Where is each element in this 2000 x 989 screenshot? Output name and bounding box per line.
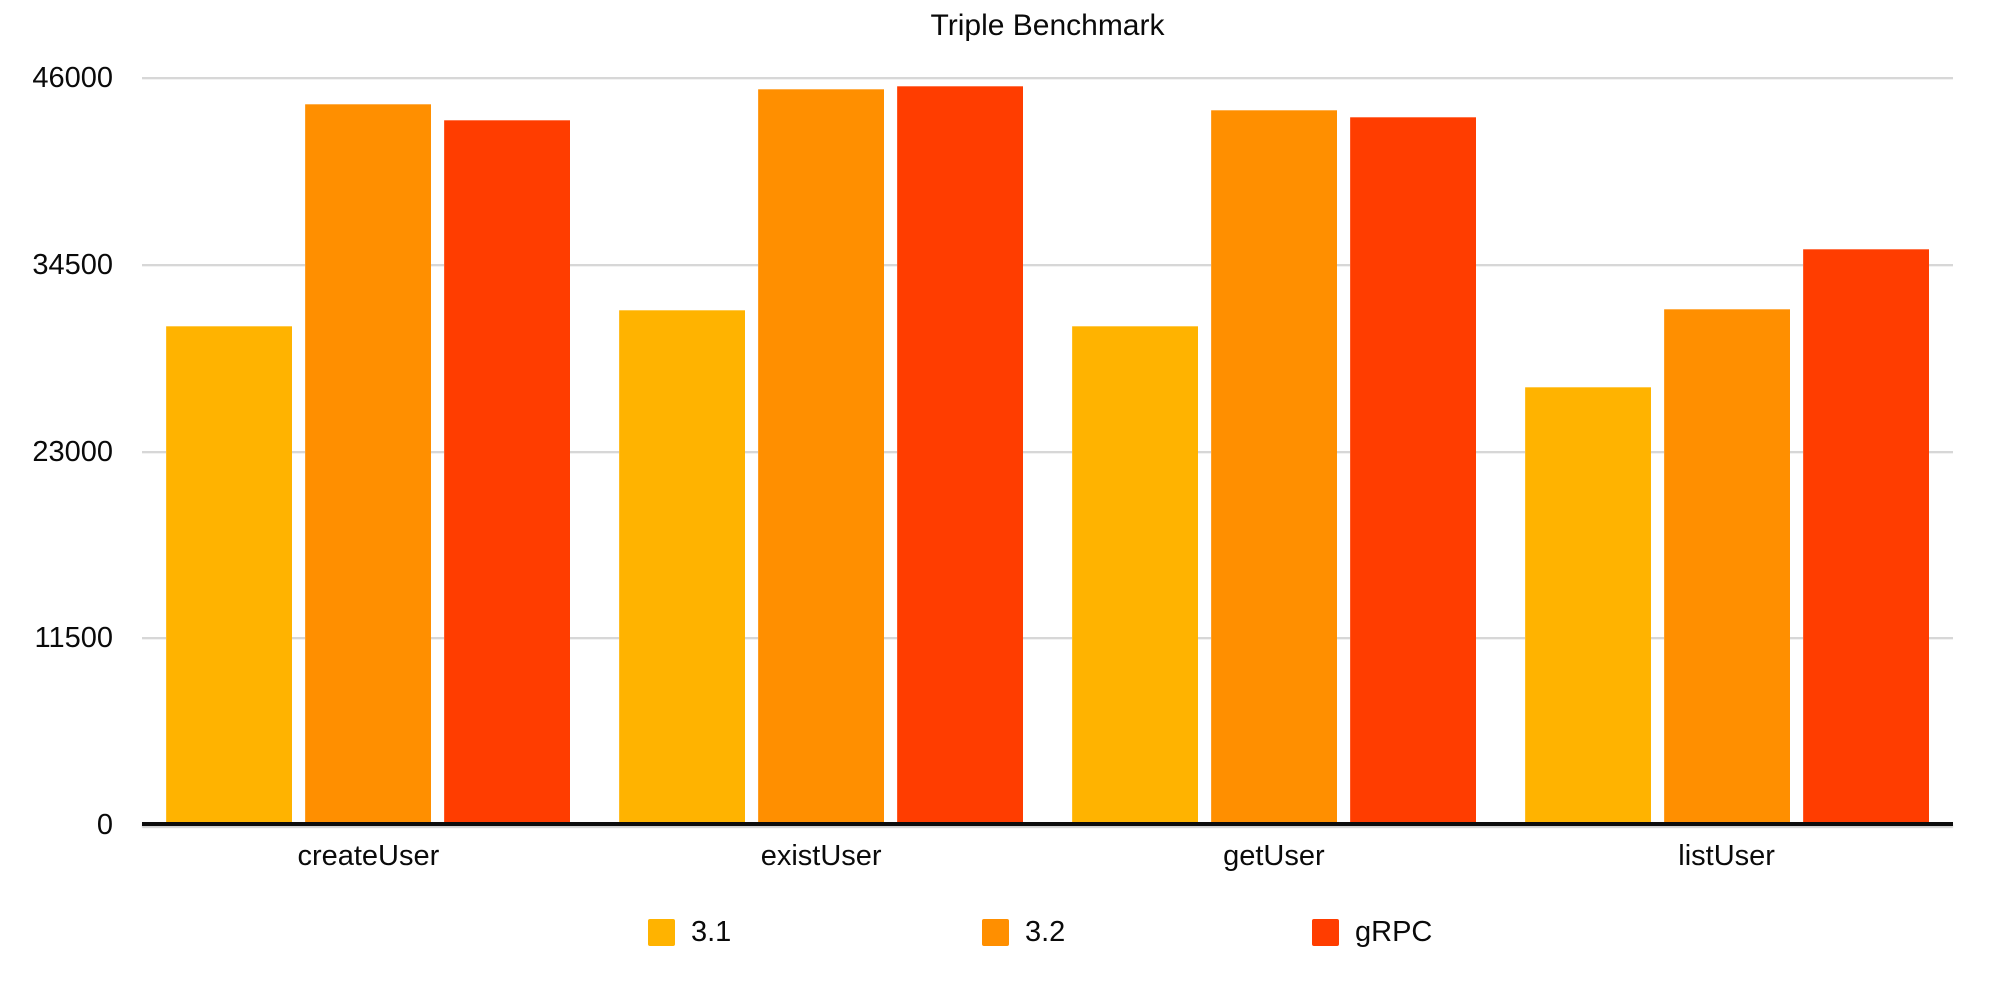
bar-createUser-gRPC — [444, 120, 571, 825]
bar-getUser-3.2 — [1210, 110, 1337, 825]
bar-existUser-3.1 — [619, 310, 746, 825]
y-tick-label-0: 0 — [96, 809, 113, 841]
bar-getUser-gRPC — [1349, 116, 1476, 825]
bar-listUser-gRPC — [1802, 248, 1929, 825]
x-category-label-listUser: listUser — [1678, 840, 1775, 872]
gridline-11500 — [142, 637, 1953, 640]
bar-createUser-3.1 — [166, 326, 293, 825]
gridline-46000 — [142, 77, 1953, 79]
y-tick-label-46000: 46000 — [32, 62, 113, 94]
legend-item-3.2: 3.2 — [982, 916, 1066, 948]
legend-label-gRPC: gRPC — [1355, 916, 1433, 948]
legend-swatch-gRPC — [1312, 918, 1339, 946]
bar-existUser-3.2 — [758, 89, 885, 825]
bar-listUser-3.1 — [1524, 386, 1651, 825]
chart-title: Triple Benchmark — [930, 9, 1165, 42]
plot-area — [142, 77, 1953, 825]
legend-swatch-3.1 — [648, 918, 675, 946]
gridline-23000 — [142, 450, 1953, 453]
gridline-34500 — [142, 263, 1953, 266]
x-category-label-createUser: createUser — [297, 840, 440, 872]
bar-getUser-3.1 — [1071, 326, 1198, 825]
legend-item-gRPC: gRPC — [1312, 916, 1433, 948]
x-category-label-getUser: getUser — [1223, 840, 1325, 872]
legend-label-3.1: 3.1 — [691, 916, 732, 948]
legend-label-3.2: 3.2 — [1025, 916, 1066, 948]
legend-item-3.1: 3.1 — [648, 916, 732, 948]
y-tick-label-11500: 11500 — [34, 622, 114, 655]
y-tick-label-34500: 34500 — [32, 248, 113, 281]
y-tick-label-23000: 23000 — [32, 435, 113, 468]
bar-createUser-3.2 — [305, 103, 432, 825]
x-category-label-existUser: existUser — [760, 840, 882, 872]
bar-existUser-gRPC — [897, 86, 1024, 825]
legend-swatch-3.2 — [982, 918, 1009, 946]
bar-listUser-3.2 — [1663, 308, 1790, 825]
x-axis-line — [142, 822, 1953, 826]
